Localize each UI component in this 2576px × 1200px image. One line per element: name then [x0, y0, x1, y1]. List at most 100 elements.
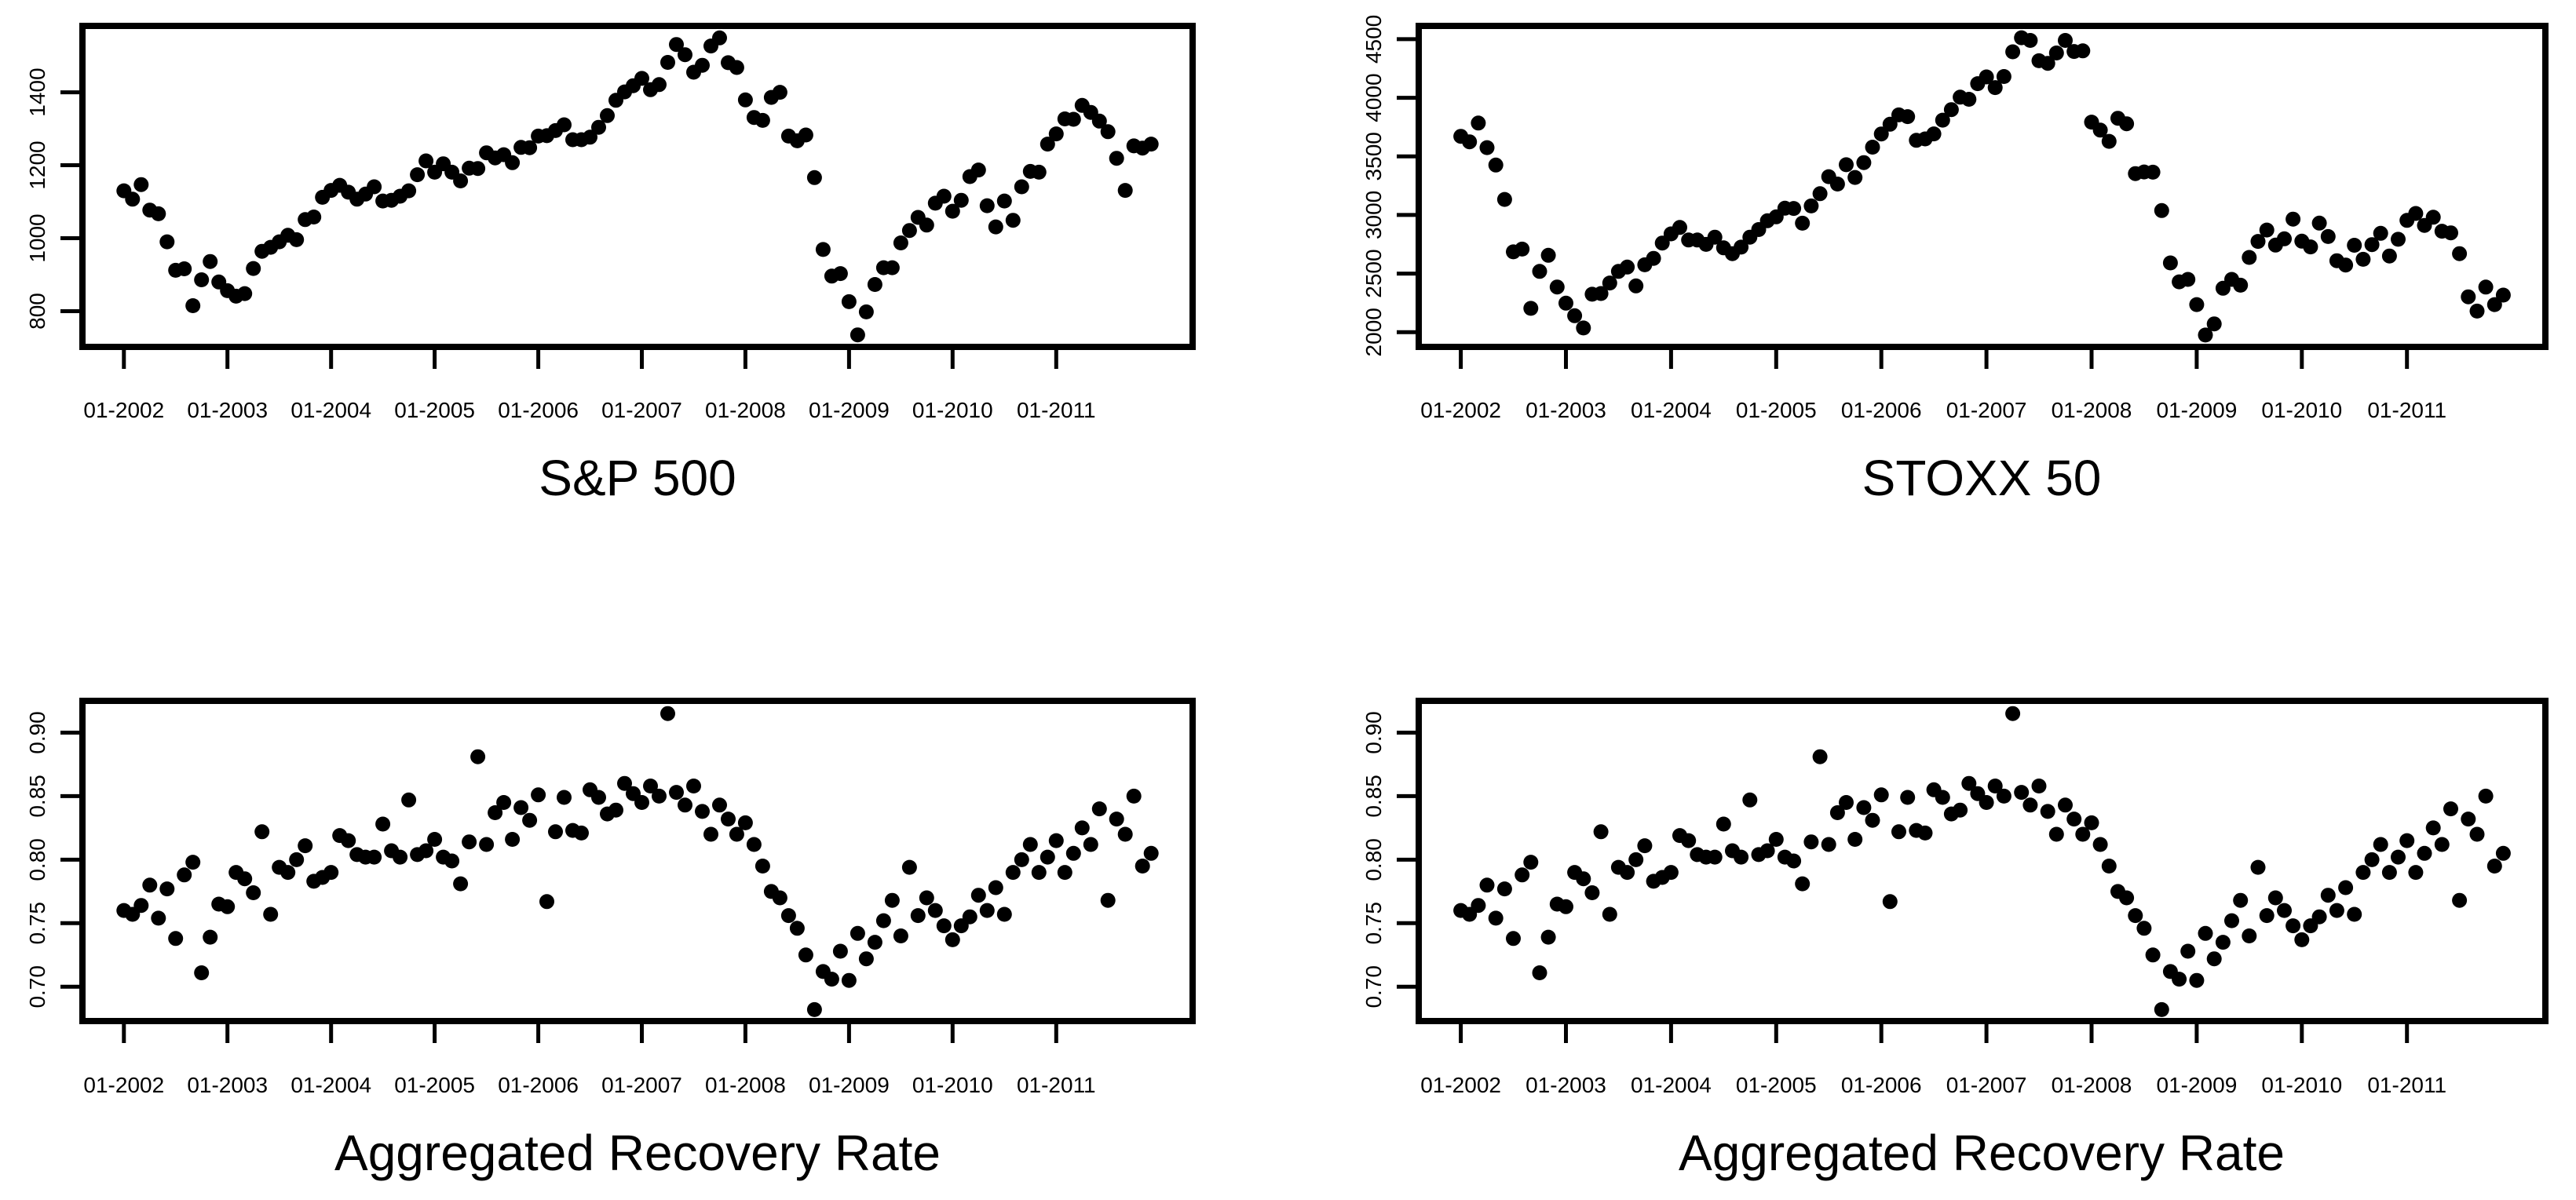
data-point: [1961, 775, 1977, 791]
data-point: [1865, 812, 1880, 828]
data-point: [652, 77, 667, 93]
data-point: [505, 832, 521, 847]
data-point: [996, 193, 1012, 209]
data-point: [254, 824, 270, 840]
data-point: [2048, 46, 2064, 60]
x-tick-label: 01-2010: [2261, 1073, 2342, 1097]
data-point: [1576, 320, 1591, 336]
data-point: [1100, 892, 1116, 908]
x-tick-label: 01-2002: [83, 398, 164, 422]
data-point: [1488, 910, 1504, 926]
data-point: [815, 242, 831, 257]
data-point: [488, 805, 503, 820]
data-point: [1900, 790, 1916, 805]
data-point: [2320, 228, 2336, 244]
data-point: [2452, 246, 2468, 261]
data-point: [841, 294, 857, 309]
data-point: [746, 837, 762, 852]
data-point: [643, 779, 658, 793]
data-point: [893, 235, 908, 250]
data-point: [289, 232, 305, 247]
data-point: [919, 890, 934, 906]
data-point: [2101, 133, 2117, 149]
data-point: [2277, 903, 2292, 918]
data-point: [1117, 826, 1133, 842]
data-point: [2338, 257, 2354, 273]
data-point: [220, 899, 236, 914]
data-point: [203, 929, 218, 945]
data-point: [410, 167, 426, 183]
x-tick-label: 01-2002: [1420, 398, 1501, 422]
data-point: [2486, 297, 2502, 312]
data-point: [2058, 797, 2073, 813]
data-point: [1812, 749, 1828, 764]
data-point: [1576, 871, 1591, 887]
x-tick-label: 01-2010: [912, 1073, 993, 1097]
data-point: [401, 792, 417, 808]
data-point: [177, 261, 192, 276]
y-tick-label: 4000: [1361, 73, 1386, 122]
data-point: [2092, 837, 2108, 852]
data-point: [393, 849, 408, 865]
data-point: [1681, 833, 1697, 848]
data-point: [850, 925, 865, 941]
data-point: [2206, 951, 2222, 967]
data-point: [2250, 234, 2266, 250]
data-point: [600, 108, 615, 123]
data-point: [2478, 279, 2494, 295]
data-point: [496, 795, 512, 810]
data-point: [806, 1001, 822, 1017]
data-point: [608, 802, 623, 818]
data-point: [1707, 849, 1723, 865]
data-point: [2286, 918, 2301, 934]
data-point: [2311, 215, 2327, 231]
data-point: [194, 272, 210, 287]
y-tick-label: 800: [25, 293, 49, 330]
y-tick-label: 0.90: [25, 711, 49, 754]
data-point: [2417, 845, 2432, 861]
data-point: [772, 890, 787, 906]
data-point: [306, 210, 322, 224]
data-point: [479, 837, 495, 852]
x-tick-label: 01-2005: [394, 1073, 475, 1097]
recovery-rate-right-title: Aggregated Recovery Rate: [1679, 1125, 2285, 1181]
data-point: [1515, 867, 1530, 883]
data-point: [2242, 250, 2257, 265]
y-tick-label: 1000: [25, 213, 49, 262]
data-point: [531, 787, 546, 803]
data-point: [1961, 92, 1977, 107]
data-point: [453, 173, 469, 188]
data-point: [695, 804, 710, 819]
data-point: [2128, 908, 2143, 924]
y-tick-label: 0.90: [1361, 711, 1386, 754]
data-point: [1803, 198, 1819, 213]
data-point: [2022, 797, 2038, 813]
data-point: [2320, 888, 2336, 903]
data-point: [1523, 855, 1539, 870]
data-point: [367, 179, 382, 195]
data-point: [1031, 164, 1047, 180]
data-point: [2145, 164, 2161, 180]
x-tick-label: 01-2011: [1017, 1073, 1096, 1097]
data-point: [298, 838, 313, 854]
data-point: [1620, 865, 1635, 881]
data-point: [996, 906, 1012, 922]
data-point: [1488, 157, 1504, 173]
data-point: [2267, 890, 2283, 906]
data-point: [2162, 255, 2178, 271]
data-point: [1558, 899, 1573, 914]
data-point: [1462, 134, 1478, 150]
data-point: [1135, 859, 1150, 874]
data-point: [634, 795, 649, 810]
x-tick-label: 01-2002: [1420, 1073, 1501, 1097]
data-point: [159, 881, 175, 897]
data-point: [557, 790, 572, 805]
data-point: [470, 749, 486, 764]
data-point: [1540, 247, 1556, 263]
data-point: [884, 892, 900, 908]
data-point: [1979, 69, 1994, 85]
x-tick-label: 01-2004: [1631, 1073, 1712, 1097]
data-point: [1496, 881, 1512, 897]
data-point: [2119, 890, 2135, 906]
data-point: [2136, 921, 2152, 936]
